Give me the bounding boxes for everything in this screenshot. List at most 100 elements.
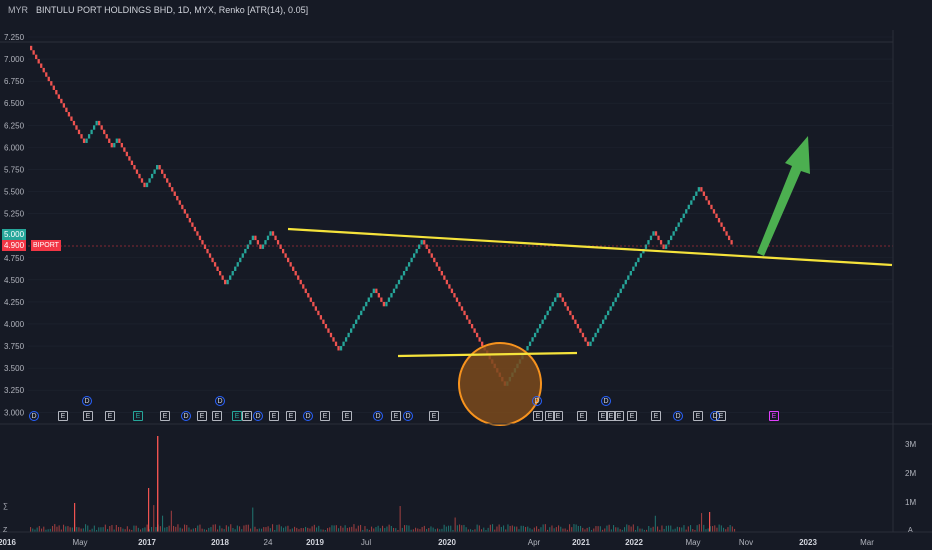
up-arrow-annotation[interactable] (757, 136, 810, 256)
earnings-event-marker[interactable]: E (553, 411, 563, 421)
earnings-event-marker[interactable]: E (212, 411, 222, 421)
renko-brick-down (70, 116, 73, 121)
earnings-event-marker[interactable]: E (769, 411, 779, 421)
neckline-trendline[interactable] (287, 227, 893, 267)
symbol-title[interactable]: BINTULU PORT HOLDINGS BHD, 1D, MYX, Renk… (36, 5, 309, 15)
earnings-event-marker[interactable]: E (533, 411, 543, 421)
volume-bar (115, 525, 117, 532)
volume-bar (258, 528, 260, 532)
volume-bar (247, 524, 249, 532)
earnings-event-marker[interactable]: E (606, 411, 616, 421)
volume-bar (441, 528, 443, 532)
volume-bar (648, 525, 650, 532)
highlight-circle-annotation[interactable] (458, 342, 542, 426)
volume-bar (305, 526, 307, 532)
earnings-event-marker[interactable]: E (105, 411, 115, 421)
volume-bar (245, 524, 247, 532)
volume-bar (725, 529, 727, 532)
dividend-event-marker[interactable]: D (373, 411, 383, 421)
dividend-event-marker[interactable]: D (403, 411, 413, 421)
volume-bar (285, 526, 287, 532)
renko-brick-up (339, 346, 343, 351)
price-axis[interactable]: 7.250 7.000 6.750 6.500 6.250 6.000 5.750 5.500… (4, 33, 25, 417)
renko-brick-up (675, 226, 678, 232)
renko-brick-down (717, 218, 721, 223)
volume-bar (668, 525, 670, 532)
volume-bar (437, 528, 439, 532)
dividend-event-marker[interactable]: D (181, 411, 191, 421)
current-price-tag: 4.900 (2, 240, 27, 251)
earnings-event-marker[interactable]: E (197, 411, 207, 421)
earnings-event-marker[interactable]: E (133, 411, 143, 421)
volume-bar (98, 527, 100, 532)
dividend-event-marker[interactable]: D (82, 396, 92, 406)
volume-bar (529, 528, 531, 532)
earnings-event-marker[interactable]: E (627, 411, 637, 421)
dividend-event-marker[interactable]: D (710, 411, 720, 421)
earnings-event-marker[interactable]: E (545, 411, 555, 421)
volume-bar (298, 529, 300, 532)
volume-bar (564, 528, 566, 532)
time-tick-label: 2019 (306, 538, 324, 547)
volume-bar (562, 528, 564, 532)
earnings-event-marker[interactable]: E (651, 411, 661, 421)
earnings-event-marker[interactable]: E (391, 411, 401, 421)
renko-brick-down (256, 240, 260, 245)
volume-bar (190, 529, 192, 532)
dividend-event-marker[interactable]: D (253, 411, 263, 421)
volume-bar (195, 528, 197, 532)
earnings-event-marker[interactable]: E (58, 411, 68, 421)
renko-bricks[interactable] (30, 45, 733, 386)
earnings-event-marker[interactable]: E (286, 411, 296, 421)
earnings-event-marker[interactable]: E (320, 411, 330, 421)
renko-brick-down (281, 248, 285, 254)
earnings-event-marker[interactable]: E (429, 411, 439, 421)
renko-brick-down (314, 306, 317, 311)
earnings-event-marker[interactable]: E (577, 411, 587, 421)
renko-brick-up (395, 284, 398, 289)
earnings-event-marker[interactable]: E (342, 411, 352, 421)
renko-brick-down (309, 297, 312, 302)
volume-bar (676, 526, 678, 532)
symbol-price-tag[interactable]: BIPORT (31, 240, 61, 251)
volume-bar (518, 529, 520, 532)
earnings-event-marker[interactable]: E (269, 411, 279, 421)
earnings-event-marker[interactable]: E (693, 411, 703, 421)
volume-bar (408, 525, 410, 532)
volume-bar (681, 527, 683, 532)
time-tick-label: 2017 (138, 538, 156, 547)
dividend-event-marker[interactable]: D (673, 411, 683, 421)
dividend-event-marker[interactable]: D (29, 411, 39, 421)
volume-bar (140, 529, 142, 532)
indicator-sigma-icon[interactable]: ∑ (3, 503, 8, 510)
renko-brick-up (589, 341, 592, 347)
volume-bar (201, 528, 203, 532)
earnings-event-marker[interactable]: E (83, 411, 93, 421)
volume-bar (311, 526, 313, 532)
volume-bar (366, 528, 368, 532)
renko-brick-up (249, 240, 252, 245)
dividend-event-marker[interactable]: D (215, 396, 225, 406)
dividend-event-marker[interactable]: D (532, 396, 542, 406)
volume-bar (619, 529, 621, 532)
volume-bar (417, 528, 419, 532)
time-axis[interactable]: 2016 May 2017 2018 24 2019 Jul 2020 Apr 2021 2022 M… (0, 538, 874, 547)
time-tick-label: 2016 (0, 538, 16, 547)
volume-bar (498, 524, 500, 532)
earnings-event-marker[interactable]: E (160, 411, 170, 421)
renko-brick-down (297, 275, 300, 280)
dividend-event-marker[interactable]: D (303, 411, 313, 421)
renko-brick-down (659, 240, 663, 245)
renko-brick-down (55, 89, 58, 95)
earnings-event-marker[interactable]: E (232, 411, 242, 421)
earnings-event-marker[interactable]: E (614, 411, 624, 421)
auto-scale-button[interactable]: A (908, 527, 913, 534)
zoom-icon[interactable]: Z (3, 527, 8, 534)
earnings-event-marker[interactable]: E (598, 411, 608, 421)
dividend-event-marker[interactable]: D (601, 396, 611, 406)
support-line[interactable] (397, 351, 578, 358)
earnings-event-marker[interactable]: E (716, 411, 726, 421)
volume-bar (60, 529, 62, 532)
earnings-event-marker[interactable]: E (242, 411, 252, 421)
